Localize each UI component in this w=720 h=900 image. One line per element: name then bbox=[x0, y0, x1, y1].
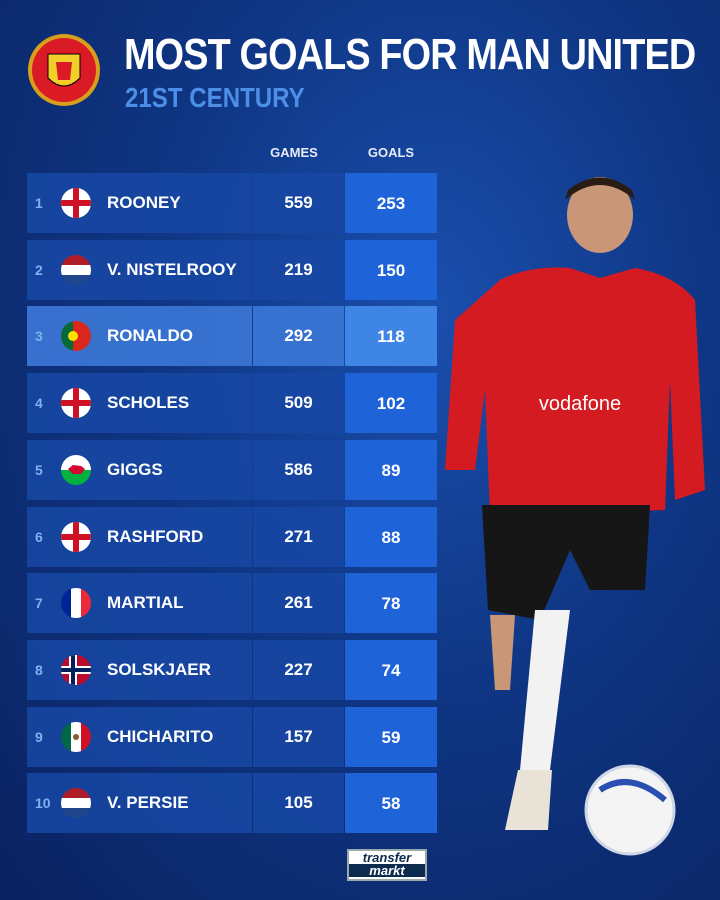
games-value: 292 bbox=[253, 306, 344, 367]
player-cell: 7 MARTIAL bbox=[27, 573, 252, 634]
rank-label: 2 bbox=[35, 261, 43, 278]
england-flag-icon bbox=[61, 521, 91, 552]
mexico-flag-icon bbox=[61, 721, 91, 752]
goals-value: 74 bbox=[345, 639, 437, 700]
player-name: SOLSKJAER bbox=[107, 659, 211, 679]
netherlands-flag-icon bbox=[61, 788, 91, 819]
netherlands-flag-icon bbox=[61, 254, 91, 285]
table-row: 5 GIGGS 586 89 bbox=[27, 439, 437, 500]
table-row: 9 CHICHARITO 157 59 bbox=[27, 706, 437, 767]
table-row: 3 RONALDO 292 118 bbox=[27, 306, 437, 367]
player-name: GIGGS bbox=[107, 459, 163, 479]
rank-label: 3 bbox=[35, 328, 43, 345]
player-name: RONALDO bbox=[107, 326, 193, 346]
england-flag-icon bbox=[61, 388, 91, 419]
france-flag-icon bbox=[61, 588, 91, 619]
goals-value: 58 bbox=[345, 773, 437, 834]
england-flag-icon bbox=[61, 188, 91, 218]
player-name: CHICHARITO bbox=[107, 726, 214, 746]
games-value: 219 bbox=[253, 239, 344, 300]
goals-value: 253 bbox=[345, 173, 437, 233]
goals-value: 88 bbox=[345, 506, 437, 567]
column-header-games: GAMES bbox=[270, 145, 318, 160]
player-cell: 6 RASHFORD bbox=[27, 506, 252, 567]
games-value: 271 bbox=[253, 506, 344, 567]
table-row: 4 SCHOLES 509 102 bbox=[27, 373, 437, 434]
games-value: 227 bbox=[253, 639, 344, 700]
player-name: SCHOLES bbox=[107, 393, 190, 413]
player-cell: 10 V. PERSIE bbox=[27, 773, 252, 834]
table-row: 10 V. PERSIE 105 58 bbox=[27, 773, 437, 834]
goals-value: 78 bbox=[345, 573, 437, 634]
table-row: 6 RASHFORD 271 88 bbox=[27, 506, 437, 567]
table-row: 1 ROONEY 559 253 bbox=[27, 173, 437, 233]
player-cell: 4 SCHOLES bbox=[27, 373, 252, 434]
table-row: 7 MARTIAL 261 78 bbox=[27, 573, 437, 634]
games-value: 509 bbox=[253, 373, 344, 434]
column-header-goals: GOALS bbox=[367, 145, 415, 160]
wales-flag-icon bbox=[61, 454, 91, 485]
player-name: V. PERSIE bbox=[107, 793, 189, 813]
transfermarkt-logo: transfer markt bbox=[347, 849, 427, 881]
portugal-flag-icon bbox=[61, 321, 91, 352]
player-cell: 5 GIGGS bbox=[27, 439, 252, 500]
games-value: 261 bbox=[253, 573, 344, 634]
player-name: ROONEY bbox=[107, 193, 181, 212]
rank-label: 9 bbox=[35, 728, 43, 745]
manchester-united-crest-logo bbox=[28, 34, 100, 106]
norway-flag-icon bbox=[61, 654, 91, 685]
goals-value: 118 bbox=[345, 306, 437, 367]
player-name: RASHFORD bbox=[107, 526, 204, 546]
table-row: 8 SOLSKJAER 227 74 bbox=[27, 639, 437, 700]
rank-label: 5 bbox=[35, 461, 43, 478]
rank-label: 10 bbox=[35, 795, 51, 812]
goals-value: 150 bbox=[345, 239, 437, 300]
goals-value: 59 bbox=[345, 706, 437, 767]
rank-label: 6 bbox=[35, 528, 43, 545]
player-photo: vodafone bbox=[445, 177, 705, 856]
goals-value: 102 bbox=[345, 373, 437, 434]
rank-label: 1 bbox=[35, 195, 43, 211]
games-value: 157 bbox=[253, 706, 344, 767]
games-value: 586 bbox=[253, 439, 344, 500]
games-value: 105 bbox=[253, 773, 344, 834]
svg-text:vodafone: vodafone bbox=[539, 393, 621, 415]
player-name: V. NISTELROOY bbox=[107, 259, 237, 279]
rank-label: 8 bbox=[35, 661, 43, 678]
rank-label: 7 bbox=[35, 595, 43, 612]
player-cell: 2 V. NISTELROOY bbox=[27, 239, 252, 300]
player-cell: 9 CHICHARITO bbox=[27, 706, 252, 767]
table-row: 2 V. NISTELROOY 219 150 bbox=[27, 239, 437, 300]
player-cell: 1 ROONEY bbox=[27, 173, 252, 233]
player-cell: 3 RONALDO bbox=[27, 306, 252, 367]
goals-value: 89 bbox=[345, 439, 437, 500]
page-title: MOST GOALS FOR MAN UNITED bbox=[124, 30, 696, 79]
rank-label: 4 bbox=[35, 395, 43, 412]
player-cell: 8 SOLSKJAER bbox=[27, 639, 252, 700]
page-subtitle: 21ST CENTURY bbox=[125, 82, 305, 113]
player-name: MARTIAL bbox=[107, 593, 184, 613]
games-value: 559 bbox=[253, 173, 344, 233]
